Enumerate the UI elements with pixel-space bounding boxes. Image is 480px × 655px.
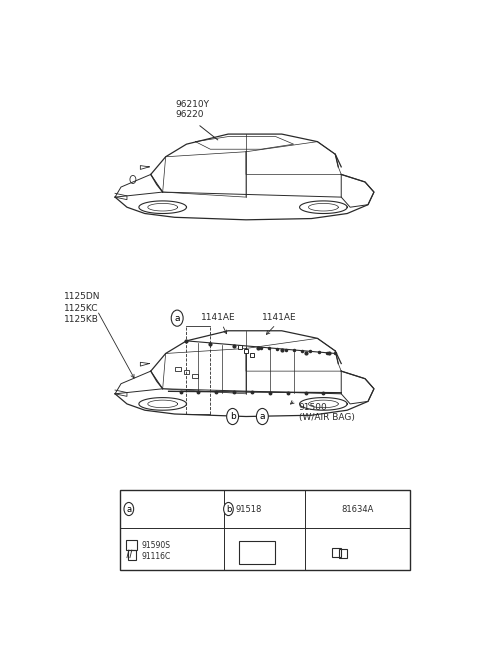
Text: 81634A: 81634A	[341, 504, 373, 514]
Bar	[128, 550, 136, 560]
Text: b: b	[226, 504, 231, 514]
Bar	[175, 367, 180, 371]
Bar	[239, 541, 275, 564]
Bar	[339, 548, 347, 557]
Circle shape	[227, 409, 239, 424]
Bar	[126, 540, 137, 550]
Text: 1141AE: 1141AE	[201, 313, 236, 322]
Text: 1141AE: 1141AE	[262, 313, 297, 322]
Text: a: a	[260, 412, 265, 421]
Bar	[183, 370, 190, 375]
Text: 1125DN
1125KC
1125KB: 1125DN 1125KC 1125KB	[64, 293, 100, 324]
Text: a: a	[174, 314, 180, 323]
Circle shape	[124, 502, 133, 515]
Text: 91500
(W/AIR BAG): 91500 (W/AIR BAG)	[299, 403, 355, 422]
Circle shape	[256, 409, 268, 424]
Text: b: b	[230, 412, 236, 421]
Circle shape	[224, 502, 233, 515]
Bar	[192, 374, 198, 378]
Bar	[333, 548, 341, 557]
Text: 96210Y
96220: 96210Y 96220	[175, 100, 209, 119]
Bar	[120, 490, 410, 571]
Text: 91518: 91518	[235, 504, 262, 514]
Circle shape	[130, 176, 136, 183]
Circle shape	[171, 310, 183, 326]
Text: 91590S
91116C: 91590S 91116C	[142, 540, 171, 561]
Text: a: a	[126, 504, 132, 514]
